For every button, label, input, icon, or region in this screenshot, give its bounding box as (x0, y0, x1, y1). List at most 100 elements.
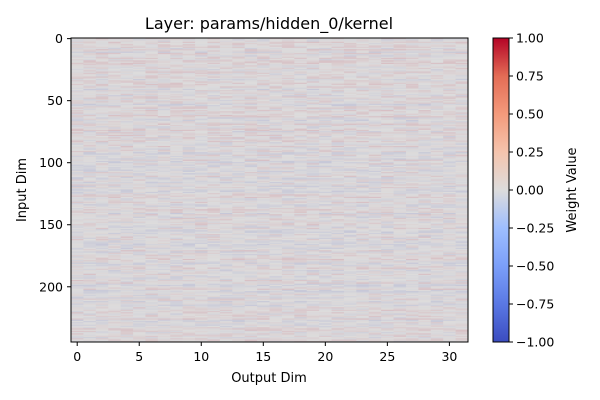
heatmap-cell (157, 188, 171, 190)
heatmap-cell (306, 168, 320, 170)
heatmap-cell (281, 186, 295, 189)
heatmap-cell (368, 178, 382, 180)
heatmap-cell (244, 85, 258, 87)
heatmap-cell (306, 67, 320, 70)
heatmap-cell (306, 123, 320, 126)
heatmap-cell (405, 142, 419, 144)
heatmap-cell (331, 96, 345, 98)
heatmap-cell (257, 126, 270, 128)
heatmap-cell (195, 86, 208, 89)
heatmap-cell (108, 91, 122, 93)
heatmap-cell (281, 193, 295, 195)
heatmap-cell (306, 188, 320, 190)
heatmap-cell (120, 70, 134, 72)
heatmap-cell (145, 75, 159, 77)
heatmap-cell (443, 132, 456, 134)
heatmap-cell (133, 65, 146, 67)
heatmap-cell (331, 85, 345, 87)
heatmap-cell (71, 215, 84, 218)
heatmap-cell (219, 114, 233, 117)
heatmap-cell (331, 164, 345, 167)
heatmap-cell (343, 191, 357, 194)
heatmap-cell (269, 147, 283, 149)
heatmap-cell (244, 157, 258, 159)
heatmap-cell (157, 46, 171, 49)
heatmap-cell (269, 199, 283, 201)
heatmap-cell (257, 103, 270, 106)
heatmap-cell (170, 229, 184, 231)
heatmap-cell (418, 108, 432, 111)
heatmap-cell (281, 42, 295, 45)
heatmap-cell (83, 230, 97, 232)
heatmap-cell (405, 106, 419, 108)
heatmap-cell (232, 92, 246, 95)
heatmap-cell (244, 65, 258, 67)
heatmap-cell (83, 46, 97, 49)
heatmap-cell (195, 224, 208, 226)
heatmap-cell (269, 107, 283, 110)
heatmap-cell (430, 78, 444, 81)
heatmap-cell (455, 73, 469, 76)
heatmap-cell (306, 230, 320, 232)
heatmap-cell (455, 72, 469, 75)
heatmap-cell (145, 154, 159, 157)
heatmap-cell (170, 175, 184, 178)
heatmap-cell (120, 42, 134, 45)
heatmap-cell (319, 222, 332, 225)
heatmap-cell (269, 207, 283, 210)
heatmap-cell (269, 126, 283, 128)
heatmap-cell (393, 203, 407, 205)
heatmap-cell (405, 140, 419, 143)
heatmap-cell (133, 138, 146, 141)
heatmap-cell (83, 126, 97, 128)
heatmap-cell (269, 42, 283, 45)
heatmap-cell (281, 65, 295, 67)
heatmap-cell (418, 136, 432, 138)
heatmap-cell (430, 145, 444, 148)
heatmap-cell (269, 82, 283, 85)
heatmap-cell (170, 132, 184, 134)
heatmap-cell (120, 133, 134, 136)
heatmap-cell (133, 45, 146, 48)
heatmap-cell (95, 138, 109, 141)
heatmap-cell (294, 201, 308, 204)
heatmap-cell (133, 38, 146, 40)
heatmap-cell (145, 92, 159, 95)
heatmap-cell (170, 200, 184, 203)
heatmap-cell (455, 124, 469, 127)
heatmap-cell (83, 44, 97, 46)
heatmap-cell (157, 163, 171, 165)
heatmap-cell (455, 83, 469, 86)
heatmap-cell (120, 172, 134, 174)
heatmap-cell (405, 102, 419, 105)
heatmap-cell (455, 76, 469, 79)
heatmap-cell (71, 133, 84, 136)
heatmap-cell (269, 128, 283, 131)
heatmap-cell (294, 196, 308, 199)
heatmap-cell (145, 100, 159, 102)
heatmap-cell (257, 85, 270, 87)
heatmap-cell (145, 127, 159, 129)
heatmap-cell (356, 45, 370, 48)
heatmap-cell (393, 56, 407, 59)
heatmap-cell (405, 91, 419, 93)
heatmap-cell (257, 211, 270, 214)
heatmap-cell (393, 124, 407, 127)
heatmap-cell (269, 95, 283, 97)
heatmap-cell (195, 112, 208, 115)
heatmap-cell (195, 168, 208, 170)
heatmap-cell (157, 92, 171, 95)
heatmap-cell (257, 111, 270, 113)
heatmap-cell (368, 56, 382, 59)
heatmap-cell (269, 176, 283, 179)
heatmap-cell (195, 209, 208, 211)
heatmap-cell (182, 230, 196, 232)
heatmap-cell (294, 71, 308, 74)
heatmap-cell (294, 86, 308, 89)
heatmap-cell (145, 116, 159, 118)
heatmap-cell (443, 198, 456, 200)
heatmap-cell (170, 227, 184, 230)
heatmap-cell (381, 76, 394, 79)
heatmap-cell (95, 49, 109, 51)
heatmap-cell (232, 190, 246, 193)
